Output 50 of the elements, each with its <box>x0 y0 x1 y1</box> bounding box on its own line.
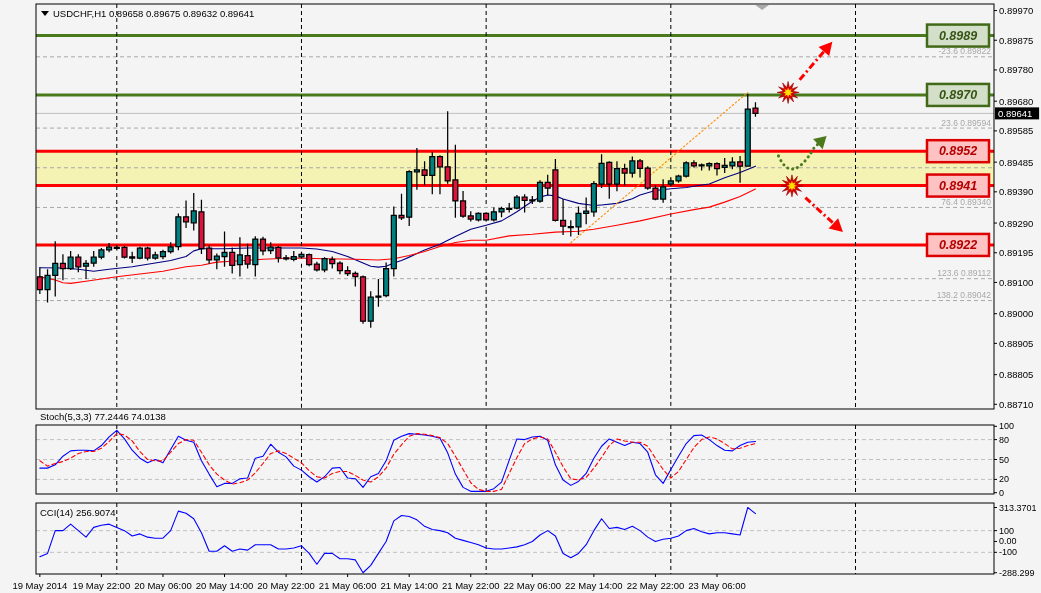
y-tick-label: 0.89780 <box>999 64 1034 76</box>
x-tick-label: 21 May 14:00 <box>380 579 438 591</box>
annotation: 0.8952 <box>938 144 978 159</box>
x-tick-label: 20 May 14:00 <box>195 579 254 591</box>
x-tick-label: 19 May 2014 <box>12 579 68 591</box>
y-tick-label: 0.89585 <box>999 125 1034 137</box>
y-tick-label: 0.89195 <box>999 247 1034 259</box>
y-tick-label: 0.89680 <box>999 95 1034 107</box>
ref-line-label: 76.4 0.89340 <box>941 196 992 207</box>
y-tick-label: 100 <box>999 525 1015 536</box>
y-tick-label: 0.89485 <box>999 156 1034 168</box>
y-tick-label: 0.89390 <box>999 186 1034 198</box>
y-tick-label: 0.89290 <box>999 217 1034 229</box>
y-tick-label: -288.299 <box>999 567 1035 578</box>
x-tick-label: 20 May 06:00 <box>134 579 192 591</box>
text: CCI(14) 256.9074 <box>40 507 116 518</box>
y-tick-label: 50 <box>999 454 1010 465</box>
chart-title: USDCHF,H1 0.89658 0.89675 0.89632 0.89641 <box>53 8 255 19</box>
y-tick-label: 0 <box>999 487 1005 498</box>
y-tick-label: 20 <box>999 474 1010 485</box>
x-tick-label: 23 May 06:00 <box>688 579 746 591</box>
x-tick-label: 21 May 22:00 <box>441 579 500 591</box>
ref-line-label: -23.6 0.89822 <box>938 46 992 57</box>
y-tick-label: 0.00 <box>999 536 1017 547</box>
x-tick-label: 22 May 14:00 <box>565 579 623 591</box>
x-tick-label: 20 May 22:00 <box>257 579 315 591</box>
ref-line-label: 0.89641 <box>998 107 1033 119</box>
annotation: 0.8970 <box>938 87 978 102</box>
annotation: 0.8941 <box>938 178 978 193</box>
y-tick-label: 100 <box>999 421 1015 432</box>
y-tick-label: 80 <box>999 434 1010 445</box>
chart-title: Stoch(5,3,3) 77.2446 74.0138 <box>40 411 166 422</box>
y-tick-label: 0.89100 <box>999 276 1034 288</box>
y-tick-label: 313.3701 <box>999 502 1037 513</box>
x-tick-label: 22 May 06:00 <box>503 579 562 591</box>
y-tick-label: -100 <box>999 547 1018 558</box>
ref-line-label: 123.6 0.89112 <box>937 268 992 279</box>
y-tick-label: 0.89970 <box>999 5 1034 17</box>
annotation: 0.8922 <box>938 237 978 252</box>
y-tick-label: 0.88905 <box>999 337 1034 349</box>
y-tick-label: 0.88805 <box>999 369 1034 381</box>
y-tick-label: 0.88710 <box>999 398 1034 410</box>
annotation: 0.8989 <box>938 28 978 43</box>
y-tick-label: 0.89875 <box>999 34 1034 46</box>
ref-line-label: 138.2 0.89042 <box>936 290 992 301</box>
x-tick-label: 22 May 22:00 <box>626 579 685 591</box>
ref-line-label: 23.6 0.89594 <box>941 117 992 128</box>
x-tick-label: 19 May 22:00 <box>72 579 131 591</box>
y-tick-label: 0.89000 <box>999 308 1034 320</box>
x-tick-label: 21 May 06:00 <box>318 579 377 591</box>
